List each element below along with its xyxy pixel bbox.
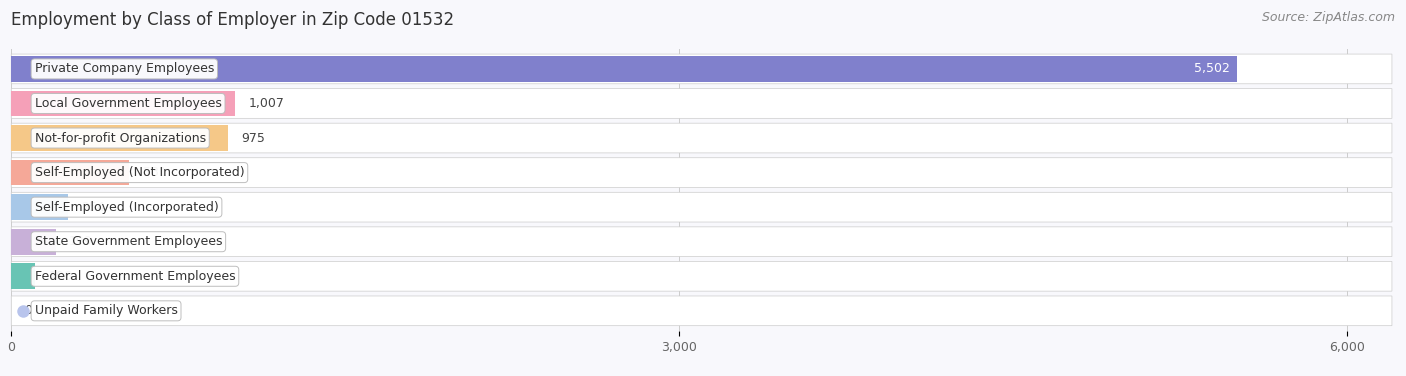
Text: Self-Employed (Not Incorporated): Self-Employed (Not Incorporated) [35,166,245,179]
FancyBboxPatch shape [11,158,1392,188]
Bar [11,194,67,220]
Text: 5,502: 5,502 [1194,62,1230,76]
Bar [11,229,56,255]
Text: Self-Employed (Incorporated): Self-Employed (Incorporated) [35,201,218,214]
Bar [11,160,129,185]
Text: Local Government Employees: Local Government Employees [35,97,222,110]
FancyBboxPatch shape [11,296,1392,326]
Text: 0: 0 [25,304,32,317]
Text: Not-for-profit Organizations: Not-for-profit Organizations [35,132,205,144]
Text: State Government Employees: State Government Employees [35,235,222,248]
Text: Federal Government Employees: Federal Government Employees [35,270,235,283]
Text: 199: 199 [69,235,93,248]
Bar [11,56,1236,82]
Text: Private Company Employees: Private Company Employees [35,62,214,76]
Bar [11,91,235,116]
Bar [11,264,35,289]
Text: 531: 531 [143,166,166,179]
Text: 975: 975 [242,132,266,144]
Text: Source: ZipAtlas.com: Source: ZipAtlas.com [1261,11,1395,24]
Text: 254: 254 [82,201,105,214]
Text: 1,007: 1,007 [249,97,285,110]
Text: Employment by Class of Employer in Zip Code 01532: Employment by Class of Employer in Zip C… [11,11,454,29]
FancyBboxPatch shape [11,89,1392,118]
Bar [11,125,228,151]
FancyBboxPatch shape [11,261,1392,291]
FancyBboxPatch shape [11,54,1392,84]
FancyBboxPatch shape [11,227,1392,256]
FancyBboxPatch shape [11,123,1392,153]
FancyBboxPatch shape [11,192,1392,222]
Text: 106: 106 [48,270,72,283]
Text: Unpaid Family Workers: Unpaid Family Workers [35,304,177,317]
